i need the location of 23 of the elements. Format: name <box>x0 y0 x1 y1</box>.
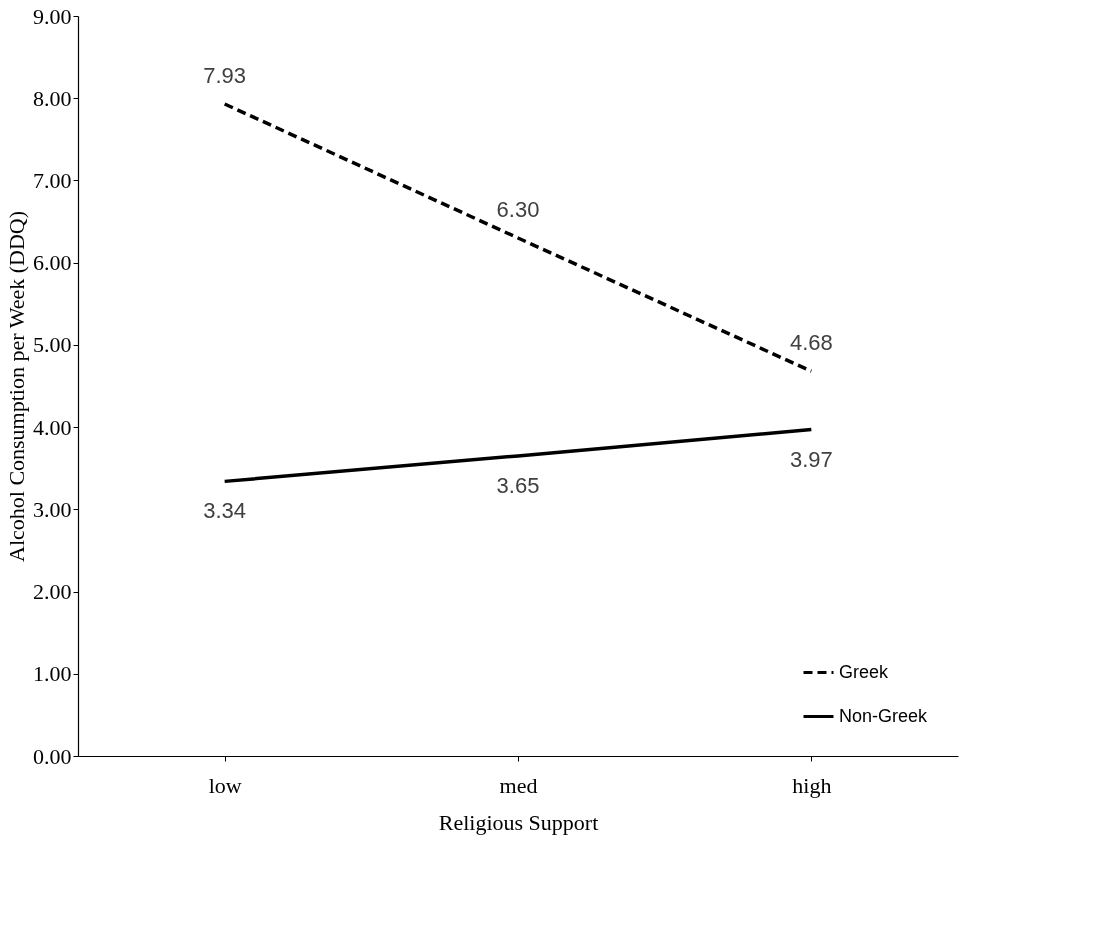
data-label: 6.30 <box>496 197 540 222</box>
data-label: 3.65 <box>496 472 540 498</box>
y-tick-label: 7.00 <box>33 167 72 193</box>
legend-label: Non-Greek <box>839 705 929 726</box>
y-tick-label: 9.00 <box>33 3 72 29</box>
data-label: 7.93 <box>203 62 247 88</box>
y-tick-label: 0.00 <box>33 743 72 769</box>
y-axis-title: Alcohol Consumption per Week (DDQ) <box>4 211 29 562</box>
y-tick-label: 8.00 <box>33 85 72 111</box>
x-tick-label: low <box>208 772 242 798</box>
x-axis-title: Religious Support <box>438 809 599 835</box>
data-label: 3.97 <box>789 446 833 472</box>
data-label: 3.34 <box>203 498 247 524</box>
data-label: 4.68 <box>789 330 833 356</box>
x-tick-label: med <box>499 772 538 798</box>
x-tick-label: high <box>792 772 832 798</box>
y-tick-label: 5.00 <box>33 332 72 358</box>
y-tick-label: 3.00 <box>33 496 72 522</box>
y-tick-label: 6.00 <box>33 250 72 276</box>
legend-label: Greek <box>839 661 890 682</box>
y-tick-label: 1.00 <box>33 661 72 687</box>
y-tick-label: 2.00 <box>33 579 72 605</box>
y-tick-label: 4.00 <box>33 414 72 440</box>
